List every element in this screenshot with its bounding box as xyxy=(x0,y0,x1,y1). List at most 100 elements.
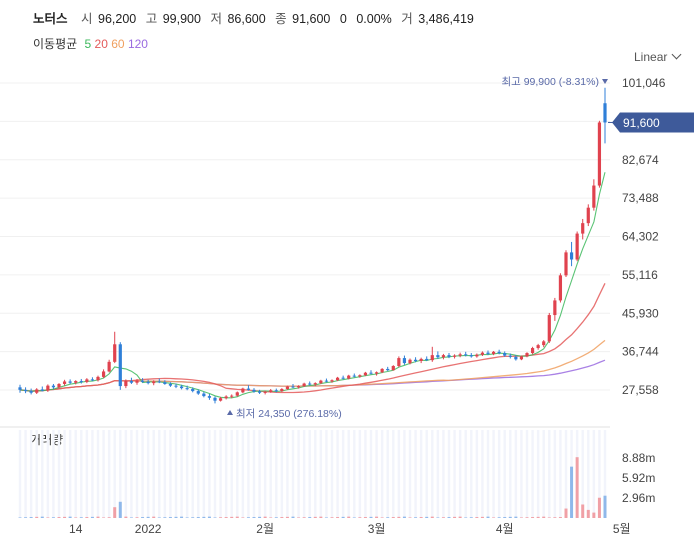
high-marker-icon xyxy=(602,79,608,84)
volume-column-bg xyxy=(286,430,289,518)
candle-body xyxy=(419,358,423,361)
volume-bar xyxy=(575,457,579,518)
volume-column-bg xyxy=(308,430,311,518)
volume-column-bg xyxy=(392,430,395,518)
candle-body xyxy=(101,371,106,377)
volume-column-bg xyxy=(197,430,200,518)
candle-body xyxy=(374,372,379,374)
volume-bar xyxy=(391,517,395,518)
volume-column-bg xyxy=(592,430,596,518)
volume-bar xyxy=(219,517,223,518)
volume-column-bg xyxy=(18,430,22,518)
volume-column-bg xyxy=(85,430,89,518)
candle-body xyxy=(168,383,173,386)
candle-body xyxy=(107,361,111,372)
volume-bar xyxy=(308,517,312,518)
scale-toggle-button[interactable]: Linear xyxy=(634,49,682,64)
candlesticks xyxy=(18,87,607,404)
volume-bar xyxy=(519,517,523,518)
volume-bar xyxy=(51,517,55,518)
volume-column-bg xyxy=(280,430,284,518)
volume-column-bg xyxy=(364,430,367,518)
volume-bar xyxy=(414,517,418,518)
volume-bar xyxy=(408,517,412,518)
low-annotation-label: 최저 24,350 (276.18%) xyxy=(236,408,342,420)
price-tick-label: 55,116 xyxy=(622,268,658,282)
candle-body xyxy=(129,381,134,383)
volume-column-bg xyxy=(74,430,77,518)
volume-column-bg xyxy=(258,430,261,518)
candle-body xyxy=(124,381,128,387)
volume-bar xyxy=(425,516,429,518)
volume-bar xyxy=(102,517,106,518)
candle-body xyxy=(191,388,195,392)
ma20-legend[interactable]: 20 xyxy=(94,37,108,51)
price-tick-label: 64,302 xyxy=(622,230,659,244)
volume-bar xyxy=(475,517,479,518)
volume-bar xyxy=(542,516,546,518)
candle-body xyxy=(425,358,429,361)
volume-column-bg xyxy=(553,430,557,518)
candle-body xyxy=(558,275,563,301)
volume-bar xyxy=(447,517,451,518)
volume-bar xyxy=(558,517,562,518)
candle-body xyxy=(458,354,462,356)
volume-column-bg xyxy=(447,430,451,518)
candle-body xyxy=(497,351,501,354)
current-price-tag xyxy=(612,112,694,133)
volume-bar xyxy=(419,517,423,518)
volume-column-bg xyxy=(213,430,217,518)
volume-bar xyxy=(168,517,172,518)
open-value: 96,200 xyxy=(98,12,137,26)
open-label: 시 xyxy=(81,12,93,26)
volume-column-bg xyxy=(291,430,295,518)
candle-body xyxy=(413,359,418,361)
volume-column-bg xyxy=(375,430,378,518)
volume-column-bg xyxy=(581,430,584,518)
volume-column-bg xyxy=(431,430,434,518)
candle-body xyxy=(536,345,540,349)
candle-body xyxy=(296,386,301,388)
volume-column-bg xyxy=(29,430,33,518)
volume-bar xyxy=(297,517,301,518)
volume-column-bg xyxy=(458,430,462,518)
time-axis: 14 2022 2월 3월 4월 5월 xyxy=(69,522,631,536)
volume-bar xyxy=(291,516,295,518)
candle-body xyxy=(397,358,401,367)
volume-column-bg xyxy=(408,430,412,518)
volume-bar xyxy=(592,512,596,518)
volume-bar xyxy=(274,517,278,518)
price-tick-label: 27,558 xyxy=(622,383,659,397)
time-tick-label: 2월 xyxy=(256,522,274,536)
candle-body xyxy=(586,207,590,224)
volume-column-bg xyxy=(347,430,350,518)
high-label: 고 xyxy=(145,12,158,26)
volume-bar xyxy=(358,517,362,518)
volume-bar xyxy=(35,516,39,518)
volume-bar xyxy=(597,497,601,518)
candle-body xyxy=(291,386,295,388)
price-tick-label: 101,046 xyxy=(622,76,666,90)
volume-column-bg xyxy=(24,430,27,518)
candle-body xyxy=(157,381,161,383)
volume-bar xyxy=(235,516,239,518)
candle-body xyxy=(363,372,368,376)
candle-body xyxy=(542,341,546,346)
volume-bar xyxy=(280,517,284,518)
ma60-legend[interactable]: 60 xyxy=(111,37,125,51)
current-price-label: 91,600 xyxy=(623,116,660,130)
volume-bar xyxy=(241,517,245,518)
volume-bar xyxy=(202,516,206,518)
volume-column-bg xyxy=(130,430,133,518)
ma5-legend[interactable]: 5 xyxy=(84,37,92,51)
volume-bar xyxy=(157,517,161,518)
ma120-legend[interactable]: 120 xyxy=(127,37,148,51)
candle-body xyxy=(235,392,239,396)
close-label: 종 xyxy=(275,12,287,26)
volume-bar xyxy=(18,517,22,518)
candle-body xyxy=(163,382,167,384)
candle-body xyxy=(90,379,95,381)
volume-bar xyxy=(564,508,568,518)
volume-bar xyxy=(107,517,111,518)
